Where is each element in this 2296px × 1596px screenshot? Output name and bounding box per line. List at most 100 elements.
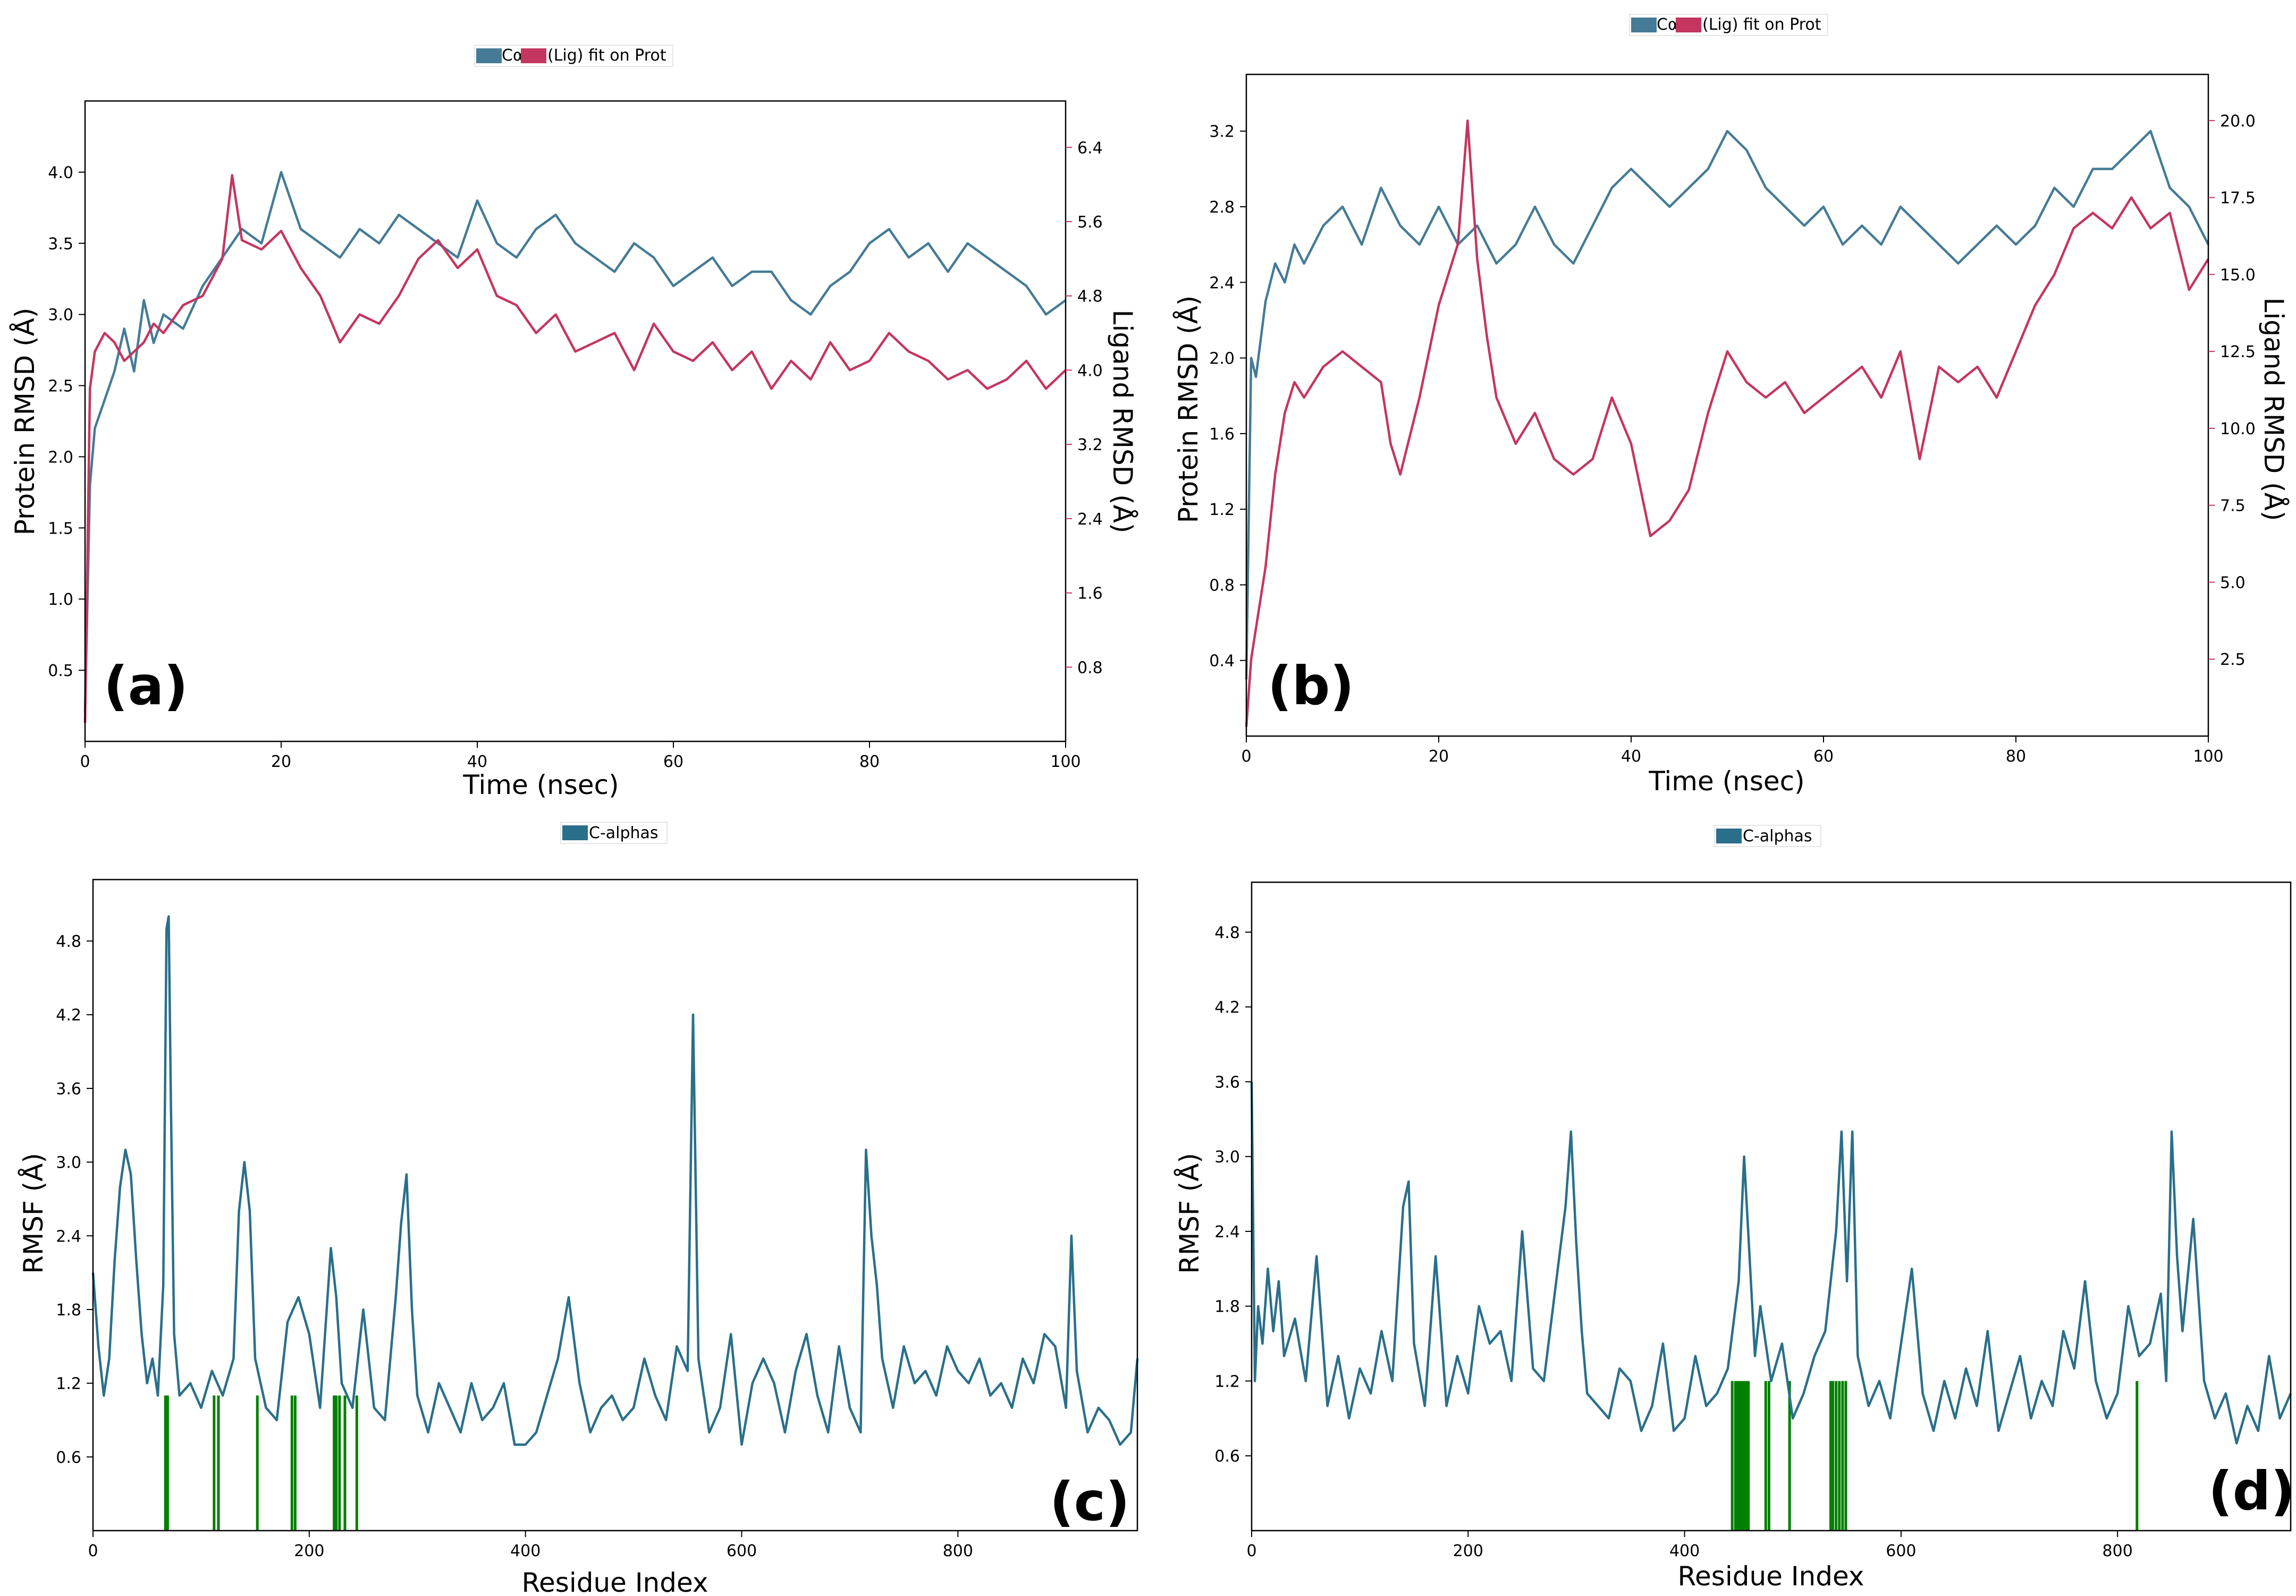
- y-axis-label: RMSF (Å): [1174, 1153, 1205, 1274]
- x-tick-label-0: 0: [1241, 747, 1251, 766]
- y-tick-label-4: 3.0: [56, 1154, 81, 1172]
- y-tick-label-3: 1.6: [1209, 425, 1235, 444]
- y2-tick-label-6: 17.5: [2220, 189, 2256, 208]
- panel-label: (d): [2208, 1460, 2295, 1522]
- y2-tick-label-3: 3.2: [1077, 436, 1103, 454]
- y2-tick-label-0: 2.5: [2220, 651, 2246, 669]
- y-tick-label-6: 4.2: [56, 1006, 81, 1025]
- legend-swatch-ligand: [521, 48, 546, 63]
- x-tick-label-1: 200: [294, 1542, 324, 1560]
- x-tick-label-0: 0: [88, 1542, 98, 1560]
- y-tick-label-1: 1.2: [56, 1375, 81, 1394]
- y-tick-label-7: 3.2: [1209, 123, 1235, 141]
- y2-tick-label-1: 5.0: [2220, 573, 2246, 592]
- x-tick-label-5: 100: [2193, 747, 2223, 766]
- legend-b: Cα (Lig) fit on Prot: [1629, 14, 1828, 36]
- y-tick-label-2: 1.5: [48, 519, 73, 538]
- panel-label: (c): [1050, 1471, 1130, 1533]
- x-tick-label-3: 600: [1886, 1542, 1916, 1560]
- y2-axis-label: Ligand RMSD (Å): [1107, 310, 1138, 534]
- x-tick-label-0: 0: [80, 753, 90, 771]
- plot-frame: [84, 100, 1067, 742]
- x-tick-label-1: 20: [271, 753, 291, 771]
- plot-area-b: 0 20 40 60 80 100 0.4 0.8 1.2 1.6 2.0 2.4 2.8 3.2 2.5 5…: [1209, 73, 2256, 766]
- x-tick-label-2: 400: [1669, 1542, 1700, 1560]
- y-tick-label-4: 3.0: [1214, 1148, 1240, 1167]
- y-tick-label-7: 4.8: [1214, 924, 1240, 942]
- y-tick-label-4: 2.0: [1209, 350, 1235, 368]
- y-tick-label-7: 4.8: [56, 933, 81, 951]
- y2-tick-label-4: 12.5: [2220, 343, 2256, 361]
- series-line-1: [1245, 119, 2209, 727]
- x-axis-label: Residue Index: [1678, 1561, 1864, 1592]
- y-tick-label-5: 2.4: [1209, 274, 1235, 292]
- y2-tick-label-2: 7.5: [2220, 497, 2246, 516]
- y-tick-label-0: 0.6: [56, 1448, 81, 1467]
- legend-swatch-calpha: [1716, 829, 1742, 843]
- plot-frame: [1245, 73, 2209, 737]
- x-tick-label-2: 40: [467, 753, 487, 771]
- x-axis-label: Residue Index: [522, 1567, 708, 1596]
- x-tick-label-2: 40: [1621, 747, 1641, 766]
- legend-swatch-protein: [1631, 18, 1657, 32]
- y-tick-label-1: 1.2: [1214, 1372, 1240, 1391]
- y2-tick-label-4: 4.0: [1077, 361, 1103, 380]
- x-tick-label-0: 0: [1246, 1542, 1256, 1560]
- series-line-0: [91, 915, 1139, 1446]
- x-tick-label-4: 80: [859, 753, 880, 771]
- legend-box: [1629, 14, 1828, 36]
- plot-area-c: 0 200 400 600 800 0.6 1.2 1.8 2.4 3.0 3.6 4.2 4.8: [56, 879, 1139, 1560]
- y2-tick-label-5: 4.8: [1077, 288, 1103, 306]
- legend-swatch-calpha: [562, 825, 588, 840]
- y-tick-label-2: 1.8: [56, 1301, 81, 1320]
- panel-c-rmsf-chart: C-alphas 0 200 400 600 800 0.6 1.2 1.8 2.4 3.0 3.6…: [18, 822, 1139, 1596]
- x-tick-label-4: 80: [2006, 747, 2026, 766]
- legend-label-calpha: C-alphas: [1743, 827, 1812, 846]
- x-tick-label-2: 400: [510, 1542, 541, 1560]
- legend-label-ligand: (Lig) fit on Prot: [547, 46, 666, 65]
- y2-tick-label-7: 6.4: [1077, 139, 1103, 157]
- series-line-0: [1250, 1082, 2292, 1445]
- y2-tick-label-1: 1.6: [1077, 585, 1103, 603]
- y-tick-label-1: 1.0: [48, 590, 73, 609]
- legend-label-protein: Cα: [502, 46, 524, 65]
- legend-label-protein: Cα: [1657, 15, 1678, 34]
- legend-c: C-alphas: [560, 822, 668, 844]
- y2-tick-label-2: 2.4: [1077, 510, 1103, 529]
- y-tick-label-1: 0.8: [1209, 576, 1235, 595]
- series-line-0: [1245, 130, 2210, 680]
- legend-swatch-ligand: [1676, 18, 1701, 32]
- y-tick-label-0: 0.6: [1214, 1447, 1240, 1466]
- x-tick-label-3: 60: [1813, 747, 1834, 766]
- y-tick-label-5: 3.6: [1214, 1073, 1240, 1092]
- series-line-0: [83, 171, 1067, 713]
- y-tick-label-3: 2.4: [1214, 1223, 1240, 1242]
- x-tick-label-4: 800: [943, 1542, 973, 1560]
- y-tick-label-5: 3.0: [48, 306, 73, 325]
- y2-tick-label-5: 15.0: [2220, 266, 2256, 284]
- x-tick-label-1: 200: [1453, 1542, 1483, 1560]
- y-tick-label-4: 2.5: [48, 377, 73, 396]
- y2-tick-label-0: 0.8: [1077, 658, 1103, 677]
- legend-a: Cα (Lig) fit on Prot: [474, 45, 673, 67]
- legend-label-calpha: C-alphas: [589, 824, 659, 842]
- y2-tick-label-6: 5.6: [1077, 213, 1103, 232]
- panel-b-rmsd-chart: Cα (Lig) fit on Prot 0 20 40 60 80 100 0.4 0.8 1…: [1173, 14, 2289, 797]
- y-tick-label-2: 1.2: [1209, 501, 1235, 519]
- y-tick-label-6: 4.2: [1214, 999, 1240, 1017]
- y-axis-label: Protein RMSD (Å): [10, 308, 40, 535]
- panel-d-rmsf-chart: C-alphas 0 200 400 600 800 0.6 1.2 1.8 2.4 3.0 3.6…: [1174, 825, 2295, 1592]
- y-tick-label-5: 3.6: [56, 1080, 81, 1099]
- x-tick-label-4: 800: [2103, 1542, 2133, 1560]
- legend-d: C-alphas: [1714, 825, 1821, 847]
- y-tick-label-0: 0.4: [1209, 652, 1235, 671]
- y-tick-label-6: 3.5: [48, 235, 73, 254]
- y-tick-label-2: 1.8: [1214, 1298, 1240, 1316]
- x-tick-label-3: 60: [663, 753, 683, 771]
- plot-frame: [1251, 881, 2292, 1532]
- y2-tick-label-7: 20.0: [2220, 112, 2256, 131]
- y-tick-label-7: 4.0: [48, 164, 73, 182]
- legend-swatch-protein: [476, 48, 502, 63]
- y-tick-label-6: 2.8: [1209, 198, 1235, 217]
